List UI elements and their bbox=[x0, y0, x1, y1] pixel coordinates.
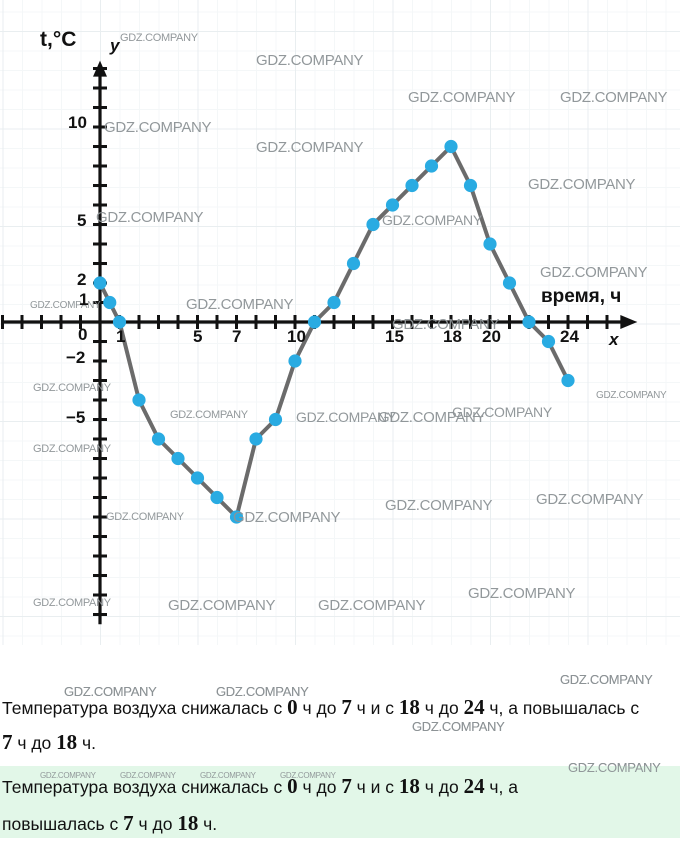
watermark-text: GDZ.COMPANY bbox=[560, 672, 653, 687]
data-point bbox=[561, 373, 575, 388]
answer-plain-num-7b: 7 bbox=[2, 730, 13, 754]
temperature-chart bbox=[1, 60, 638, 625]
data-point bbox=[307, 315, 322, 329]
answer-hl-seg7: ч до bbox=[133, 814, 178, 834]
answer-hl-seg3: ч и с bbox=[351, 777, 399, 797]
y-axis-name: y bbox=[110, 36, 120, 55]
y-tick-0: 0 bbox=[78, 325, 88, 344]
answer-plain-seg6: ч до bbox=[12, 733, 57, 753]
y-tick-1: 1 bbox=[79, 290, 89, 309]
answer-hl-num-18b: 18 bbox=[177, 811, 199, 835]
data-point bbox=[210, 490, 224, 505]
answer-plain-seg2: ч до bbox=[297, 698, 342, 718]
x-tick-10: 10 bbox=[287, 327, 306, 346]
data-point bbox=[385, 198, 400, 212]
watermark-text: GDZ.COMPANY bbox=[560, 672, 653, 687]
data-point bbox=[93, 276, 107, 290]
y-tick-5: 5 bbox=[77, 211, 87, 230]
answer-plain-num-18: 18 bbox=[398, 695, 420, 719]
data-point bbox=[366, 217, 380, 232]
answer-plain-seg7: ч. bbox=[77, 733, 96, 753]
graph-panel: GDZ.COMPANY GDZ.COMPANY GDZ.COMPANY GDZ.COM… bbox=[0, 0, 680, 780]
answer-hl-seg4: ч до bbox=[419, 777, 464, 797]
answer-plain-seg4: ч до bbox=[419, 698, 464, 718]
y-tick-2: 2 bbox=[77, 270, 87, 289]
data-point bbox=[249, 432, 263, 446]
x-axis-name: x bbox=[609, 330, 619, 349]
y-axis-title: t,°C bbox=[40, 28, 77, 51]
answer-plain-seg1: Температура воздуха снижалась с bbox=[2, 698, 288, 718]
data-point bbox=[502, 276, 517, 290]
answer-hl-seg2: ч до bbox=[297, 777, 342, 797]
answer-plain-seg5: ч, а повышалась с bbox=[484, 698, 640, 718]
y-tick-minus5: −5 bbox=[66, 408, 86, 427]
x-tick-7: 7 bbox=[232, 327, 242, 346]
data-point bbox=[444, 139, 458, 154]
answer-plain-num-7: 7 bbox=[341, 695, 352, 719]
answer-hl-seg8: ч. bbox=[198, 814, 218, 834]
y-tick-10: 10 bbox=[68, 113, 87, 132]
data-point bbox=[190, 471, 205, 485]
answer-hl-num-7b: 7 bbox=[123, 811, 134, 835]
answer-hl-num-7: 7 bbox=[341, 774, 352, 798]
answer-text-highlighted: Температура воздуха снижалась с 0 ч до 7… bbox=[0, 766, 680, 838]
data-point bbox=[522, 315, 536, 329]
answer-plain-num-0: 0 bbox=[287, 695, 298, 719]
data-point bbox=[405, 178, 419, 193]
answer-hl-num-0: 0 bbox=[287, 774, 298, 798]
data-point bbox=[424, 159, 439, 173]
answer-hl-num-18: 18 bbox=[398, 774, 420, 798]
data-point bbox=[463, 178, 478, 193]
data-point bbox=[346, 256, 361, 271]
data-point bbox=[288, 354, 302, 368]
data-point bbox=[541, 334, 556, 349]
x-tick-5: 5 bbox=[193, 327, 203, 346]
data-point bbox=[229, 510, 244, 524]
data-point bbox=[327, 295, 341, 310]
answer-hl-num-24: 24 bbox=[463, 774, 485, 798]
data-point bbox=[171, 451, 185, 466]
answer-plain-seg3: ч и с bbox=[351, 698, 399, 718]
answer-text-plain: Температура воздуха снижалась с 0 ч до 7… bbox=[0, 690, 680, 760]
x-tick-1: 1 bbox=[116, 327, 126, 346]
data-point bbox=[112, 315, 127, 329]
y-tick-minus2: −2 bbox=[66, 348, 86, 367]
answer-plain-num-18b: 18 bbox=[56, 730, 78, 754]
x-tick-20: 20 bbox=[482, 327, 501, 346]
data-point bbox=[151, 432, 166, 446]
data-point bbox=[268, 412, 283, 427]
x-tick-15: 15 bbox=[385, 327, 404, 346]
x-axis-title: время, ч bbox=[541, 286, 622, 307]
x-tick-18: 18 bbox=[443, 327, 462, 346]
data-point bbox=[483, 237, 497, 251]
answer-hl-seg5: ч, а bbox=[484, 777, 518, 797]
answer-hl-seg1: Температура воздуха снижалась с bbox=[2, 777, 288, 797]
x-tick-24: 24 bbox=[560, 327, 579, 346]
data-point bbox=[103, 295, 117, 310]
answer-hl-seg6: повышалась с bbox=[2, 814, 124, 834]
data-point bbox=[132, 393, 146, 407]
answer-plain-num-24: 24 bbox=[463, 695, 485, 719]
